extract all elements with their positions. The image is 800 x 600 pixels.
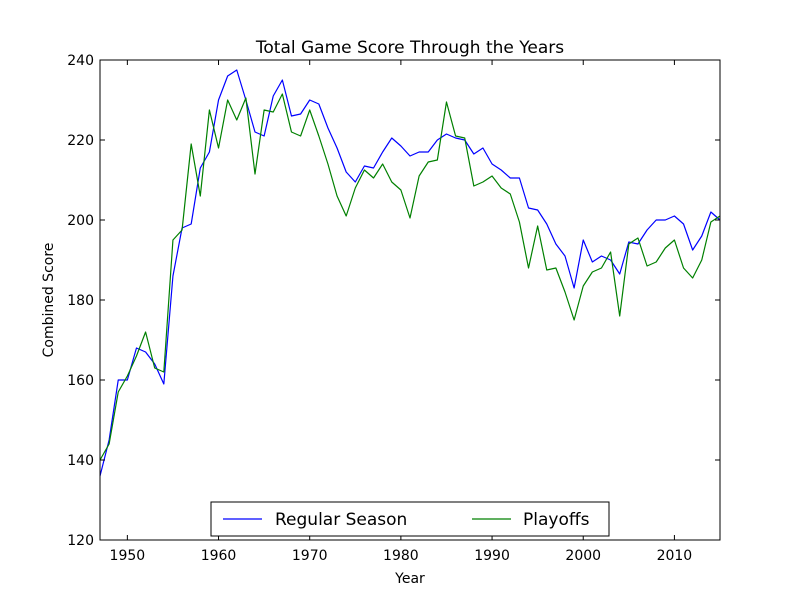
y-tick-label: 240 bbox=[67, 53, 94, 69]
y-tick-label: 180 bbox=[67, 293, 94, 309]
y-tick-label: 140 bbox=[67, 453, 94, 469]
series-layer bbox=[99, 69, 721, 477]
x-tick-label: 1950 bbox=[110, 548, 146, 564]
ticks-layer: 1950 1960 1970 1980 1990 2000 2010 120 140 160 180… bbox=[67, 53, 720, 564]
legend-label-regular-season: Regular Season bbox=[275, 510, 407, 530]
x-tick-label: 1970 bbox=[292, 548, 328, 564]
y-tick-label: 160 bbox=[67, 373, 94, 389]
series-line-playoffs bbox=[99, 93, 721, 461]
x-tick-label: 2000 bbox=[565, 548, 601, 564]
x-tick-label: 2010 bbox=[657, 548, 693, 564]
y-tick-label: 220 bbox=[67, 133, 94, 149]
y-tick-label: 200 bbox=[67, 213, 94, 229]
legend-label-playoffs: Playoffs bbox=[523, 510, 590, 530]
chart-title: Total Game Score Through the Years bbox=[255, 38, 564, 58]
x-axis-label: Year bbox=[394, 571, 425, 587]
x-tick-label: 1960 bbox=[201, 548, 237, 564]
y-tick-label: 120 bbox=[67, 533, 94, 549]
y-axis-label: Combined Score bbox=[41, 243, 57, 358]
legend-box bbox=[210, 501, 610, 537]
x-tick-label: 1990 bbox=[474, 548, 510, 564]
x-tick-label: 1980 bbox=[383, 548, 419, 564]
legend: Regular Season Playoffs bbox=[210, 501, 610, 537]
